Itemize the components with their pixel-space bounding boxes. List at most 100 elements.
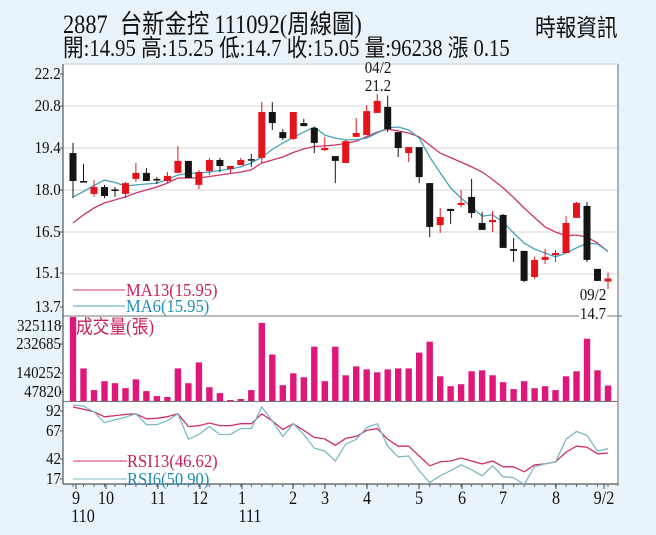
price-axis-label: 15.1 <box>34 263 61 282</box>
volume-bar <box>583 338 591 401</box>
x-axis-month-label: 9/2 <box>593 488 615 509</box>
candle-body <box>457 202 465 205</box>
price-axis-label: 18.0 <box>34 180 61 199</box>
volume-bar <box>405 368 412 401</box>
candle-body <box>394 132 402 148</box>
volume-bar <box>457 384 465 401</box>
candle <box>310 127 318 154</box>
candle <box>478 211 486 230</box>
candle-body <box>552 253 559 256</box>
candle-body <box>69 153 77 181</box>
stat-close-value: 15.05 <box>312 36 360 62</box>
stock-name: 台新金控 <box>119 10 210 39</box>
price-axis-label: 16.5 <box>34 222 61 241</box>
candle <box>363 105 371 136</box>
rsi-axis-label: 42 <box>46 449 61 468</box>
volume-bar <box>80 368 87 401</box>
volume-bar <box>384 369 391 401</box>
candle-body <box>342 141 350 163</box>
candle <box>142 168 150 181</box>
volume-bar <box>122 388 129 401</box>
volume-bar <box>174 368 182 401</box>
candle-body <box>153 178 161 181</box>
candle <box>101 184 108 199</box>
volume-bar <box>269 354 276 401</box>
candle-body <box>142 172 150 181</box>
candle <box>541 249 549 265</box>
candle-body <box>258 112 266 158</box>
candle <box>384 95 392 133</box>
volume-bar <box>216 393 224 401</box>
x-axis-month-label: 1 <box>237 488 247 509</box>
x-axis-month-label: 5 <box>414 488 424 509</box>
volume-bar <box>541 386 549 401</box>
candle-body <box>247 159 255 161</box>
volume-bar <box>111 383 119 401</box>
candle-body <box>279 132 287 139</box>
candle <box>604 272 612 289</box>
rsi13-legend-label: RSI13(46.62) <box>127 451 218 471</box>
candle <box>436 208 444 233</box>
volume-bar <box>185 383 192 401</box>
volume-bar <box>101 381 108 401</box>
volume-axis-label: 325118 <box>16 316 61 335</box>
stat-low-value: 14.7 <box>245 36 282 62</box>
stat-low-label: 低: <box>218 36 246 62</box>
price-axis-label: 20.8 <box>34 96 61 115</box>
volume-bar <box>499 382 507 401</box>
stat-volume-label: 量: <box>364 36 391 62</box>
candle <box>279 129 287 140</box>
candle <box>184 160 192 178</box>
candle-body <box>447 208 455 211</box>
candle <box>289 112 297 140</box>
candle-body <box>205 160 213 172</box>
volume-bar <box>143 391 150 401</box>
candle <box>457 190 465 208</box>
candle-body <box>226 166 234 169</box>
rsi-axis-label: 17 <box>46 469 61 488</box>
volume-bar <box>478 370 486 401</box>
volume-bar <box>300 377 307 401</box>
chart-title: 2887 台新金控 111092(周線圖) <box>63 10 362 40</box>
candle <box>510 238 518 262</box>
rsi13-line <box>72 406 609 473</box>
candle <box>216 157 224 172</box>
volume-bar <box>447 386 454 401</box>
volume-bar <box>353 366 360 401</box>
candle <box>300 118 308 127</box>
candle <box>122 181 129 199</box>
candle <box>468 178 476 218</box>
x-axis-year-label: 111 <box>238 506 262 527</box>
candle-body <box>499 214 507 248</box>
candle <box>111 187 119 197</box>
price-axis-label: 22.2 <box>34 64 61 83</box>
candle <box>573 202 580 218</box>
candle-body <box>300 123 308 127</box>
x-axis-month-label: 12 <box>191 488 209 509</box>
candle <box>447 208 455 224</box>
candle <box>247 154 255 167</box>
high-annotation-value: 21.2 <box>364 76 392 95</box>
candle <box>583 202 591 262</box>
volume-bar <box>437 376 444 401</box>
stat-volume-value: 96238 <box>390 36 443 62</box>
volume-bar <box>195 362 203 401</box>
volume-bar <box>342 375 349 401</box>
stat-change-value: 0.15 <box>473 36 510 62</box>
x-axis-year-label: 110 <box>71 506 95 527</box>
price-axis-label: 19.4 <box>34 138 61 157</box>
candle <box>174 145 182 173</box>
candle <box>489 211 497 232</box>
volume-axis-label: 232685 <box>16 334 61 353</box>
x-axis-month-label: 10 <box>97 488 115 509</box>
candle-body <box>562 223 570 253</box>
ohlc-summary: 開:14.95 高:15.25 低:14.7 收:15.05 量:96238 漲 0.15 <box>63 36 510 62</box>
candle-body <box>331 156 339 161</box>
volume-bar <box>489 375 496 401</box>
candle-body <box>289 112 297 139</box>
stat-high-label: 高: <box>140 36 168 62</box>
candle-body <box>237 160 245 166</box>
candle <box>226 166 234 173</box>
stat-close-label: 收: <box>286 36 313 62</box>
